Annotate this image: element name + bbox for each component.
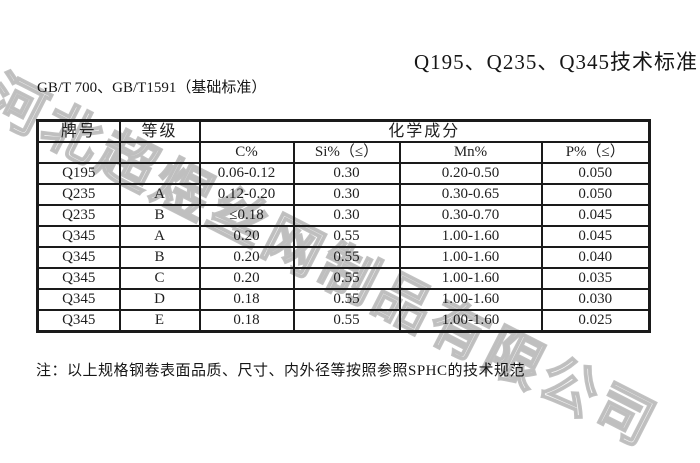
- table-cell-si: 0.30: [292, 183, 401, 206]
- table-row: Q235 B ≤0.18 0.30 0.30-0.70 0.045: [36, 204, 651, 227]
- table-cell-c: 0.20: [198, 246, 295, 269]
- chemical-composition-table: 牌号 等级 化学成分 C% Si%（≤） Mn% P%（≤） Q195 0.06-…: [36, 119, 652, 333]
- footnote: 注：以上规格钢卷表面品质、尺寸、内外径等按照参照SPHC的技术规范: [36, 363, 526, 379]
- table-cell-p: 0.045: [540, 225, 651, 248]
- table-cell-p: 0.040: [540, 246, 651, 269]
- table-cell-mn: 1.00-1.60: [398, 309, 543, 333]
- table-row: Q345 D 0.18 0.55 1.00-1.60 0.030: [36, 288, 651, 311]
- header-row-columns: C% Si%（≤） Mn% P%（≤）: [36, 141, 651, 164]
- header-grade-empty: [118, 141, 201, 164]
- standards-reference: GB/T 700、GB/T1591（基础标准）: [37, 80, 267, 96]
- table-cell-mn: 1.00-1.60: [398, 288, 543, 311]
- table-cell-mn: 0.30-0.65: [398, 183, 543, 206]
- table-cell-mn: 1.00-1.60: [398, 267, 543, 290]
- table-cell-si: 0.55: [292, 288, 401, 311]
- table-row: Q345 C 0.20 0.55 1.00-1.60 0.035: [36, 267, 651, 290]
- table-cell-si: 0.55: [292, 225, 401, 248]
- table-cell-brand: Q345: [36, 288, 121, 311]
- table-row: Q345 E 0.18 0.55 1.00-1.60 0.025: [36, 309, 651, 333]
- table-cell-p: 0.050: [540, 183, 651, 206]
- table-cell-brand: Q195: [36, 162, 121, 185]
- table-cell-grade: D: [118, 288, 201, 311]
- table-cell-p: 0.030: [540, 288, 651, 311]
- header-silicon: Si%（≤）: [292, 141, 401, 164]
- header-row-groups: 牌号 等级 化学成分: [36, 119, 651, 143]
- table-cell-si: 0.30: [292, 204, 401, 227]
- table-cell-grade: B: [118, 204, 201, 227]
- table-cell-p: 0.025: [540, 309, 651, 333]
- table-cell-p: 0.045: [540, 204, 651, 227]
- table-cell-brand: Q345: [36, 246, 121, 269]
- table-cell-grade: E: [118, 309, 201, 333]
- table-row: Q195 0.06-0.12 0.30 0.20-0.50 0.050: [36, 162, 651, 185]
- table-cell-mn: 0.20-0.50: [398, 162, 543, 185]
- table-cell-mn: 0.30-0.70: [398, 204, 543, 227]
- table-cell-brand: Q345: [36, 309, 121, 333]
- table-cell-brand: Q345: [36, 225, 121, 248]
- table-cell-si: 0.55: [292, 309, 401, 333]
- table-cell-c: 0.12-0.20: [198, 183, 295, 206]
- table-cell-c: ≤0.18: [198, 204, 295, 227]
- header-brand-empty: [36, 141, 121, 164]
- table-cell-c: 0.18: [198, 288, 295, 311]
- table-cell-c: 0.20: [198, 267, 295, 290]
- table-cell-brand: Q345: [36, 267, 121, 290]
- header-carbon: C%: [198, 141, 295, 164]
- table-row: Q345 B 0.20 0.55 1.00-1.60 0.040: [36, 246, 651, 269]
- table-body: Q195 0.06-0.12 0.30 0.20-0.50 0.050 Q235 A 0.12…: [36, 162, 651, 333]
- table-cell-si: 0.55: [292, 246, 401, 269]
- page-title: Q195、Q235、Q345技术标准: [414, 50, 698, 74]
- table-cell-grade: A: [118, 183, 201, 206]
- table-cell-grade: A: [118, 225, 201, 248]
- header-brand: 牌号: [36, 119, 121, 143]
- table-cell-grade: [118, 162, 201, 185]
- table-cell-c: 0.20: [198, 225, 295, 248]
- table-cell-c: 0.06-0.12: [198, 162, 295, 185]
- header-phosphorus: P%（≤）: [540, 141, 651, 164]
- table-header: 牌号 等级 化学成分 C% Si%（≤） Mn% P%（≤）: [36, 119, 651, 164]
- table-cell-si: 0.30: [292, 162, 401, 185]
- table-cell-grade: B: [118, 246, 201, 269]
- header-chemical-composition: 化学成分: [198, 119, 651, 143]
- table-cell-si: 0.55: [292, 267, 401, 290]
- table-cell-mn: 1.00-1.60: [398, 246, 543, 269]
- table-cell-brand: Q235: [36, 204, 121, 227]
- table-cell-grade: C: [118, 267, 201, 290]
- table-cell-c: 0.18: [198, 309, 295, 333]
- document-page: 河北超煜丝网制品有限公司 Q195、Q235、Q345技术标准 GB/T 700…: [0, 50, 698, 460]
- table-row: Q345 A 0.20 0.55 1.00-1.60 0.045: [36, 225, 651, 248]
- header-manganese: Mn%: [398, 141, 543, 164]
- table-cell-p: 0.035: [540, 267, 651, 290]
- table-cell-mn: 1.00-1.60: [398, 225, 543, 248]
- table-row: Q235 A 0.12-0.20 0.30 0.30-0.65 0.050: [36, 183, 651, 206]
- table-cell-p: 0.050: [540, 162, 651, 185]
- header-grade: 等级: [118, 119, 201, 143]
- table-cell-brand: Q235: [36, 183, 121, 206]
